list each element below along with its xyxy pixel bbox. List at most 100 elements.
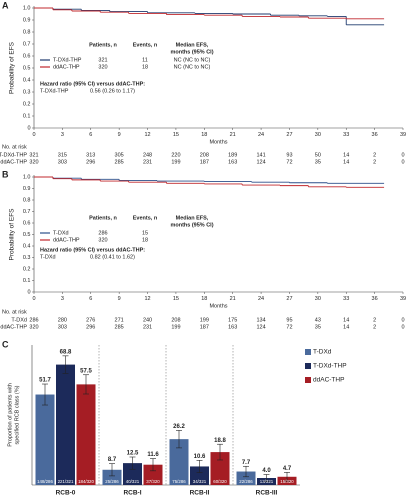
at-risk-count: 14	[343, 152, 349, 158]
y-tick-label: 0.6	[23, 220, 31, 226]
bar	[143, 464, 163, 485]
bar	[169, 439, 189, 485]
y-axis-title: specified RCB class (%)	[14, 385, 20, 444]
bar	[190, 466, 209, 485]
count-label: 184/320	[78, 479, 94, 484]
at-risk-count: 208	[200, 152, 209, 158]
x-tick-label: 30	[315, 296, 321, 302]
y-tick-label: 0.9	[23, 186, 31, 192]
count-label: 13/321	[260, 479, 274, 484]
at-risk-count: 231	[143, 159, 152, 165]
legend-swatch	[305, 377, 311, 383]
at-risk-count: 187	[200, 324, 209, 330]
at-risk-count: 248	[143, 152, 152, 158]
x-tick-label: 24	[258, 132, 264, 138]
bar	[102, 469, 122, 485]
x-tick-label: 33	[343, 296, 349, 302]
bar	[236, 471, 256, 485]
hr-arm: T-DXd	[40, 254, 56, 260]
table-cell: 18	[142, 64, 148, 70]
at-risk-count: 0	[401, 324, 404, 330]
at-risk-count: 303	[58, 324, 67, 330]
y-tick-label: 0	[27, 125, 30, 131]
at-risk-count: 320	[29, 324, 38, 330]
panel-label: C	[2, 339, 9, 349]
x-tick-label: 6	[89, 132, 92, 138]
x-tick-label: 3	[61, 132, 64, 138]
y-tick-label: 0.2	[23, 266, 31, 272]
at-risk-count: 305	[115, 152, 124, 158]
y-tick-label: 0.2	[23, 101, 31, 107]
x-tick-label: 27	[286, 132, 292, 138]
at-risk-count: 0	[401, 159, 404, 165]
at-risk-count: 95	[286, 317, 292, 323]
value-label: 4.7	[283, 466, 292, 472]
at-risk-count: 43	[315, 317, 321, 323]
value-label: 4.0	[262, 468, 271, 474]
at-risk-count: 231	[143, 324, 152, 330]
at-risk-count: 240	[143, 317, 152, 323]
x-tick-label: RCB-II	[190, 490, 210, 497]
panel-label: B	[2, 169, 9, 179]
hr-title: Hazard ratio (95% CI) versus ddAC-THP:	[40, 81, 145, 87]
value-label: 10.6	[194, 454, 206, 460]
y-tick-label: 0.1	[23, 113, 31, 119]
x-tick-label: 21	[230, 296, 236, 302]
x-tick-label: RCB-I	[123, 490, 141, 497]
count-label: 60/320	[213, 479, 227, 484]
legend-label: T-DXd-THP	[313, 363, 347, 370]
x-tick-label: 3	[61, 296, 64, 302]
x-axis-title: Months	[209, 303, 227, 309]
legend-swatch	[305, 349, 311, 355]
at-risk-count: 199	[171, 324, 180, 330]
at-risk-count: 35	[315, 324, 321, 330]
x-tick-label: 39	[400, 132, 406, 138]
y-tick-label: 0.8	[23, 29, 31, 35]
x-tick-label: 24	[258, 296, 264, 302]
table-header: Patients, n	[89, 215, 117, 221]
count-label: 75/286	[172, 479, 186, 484]
value-label: 18.8	[214, 438, 226, 444]
at-risk-arm: T-DXd-THP	[0, 152, 27, 158]
table-header: Events, n	[133, 42, 158, 48]
at-risk-count: 285	[115, 159, 124, 165]
at-risk-count: 124	[256, 159, 265, 165]
x-tick-label: 36	[372, 296, 378, 302]
x-tick-label: 39	[400, 296, 406, 302]
x-tick-label: 9	[118, 132, 121, 138]
value-label: 12.5	[127, 451, 139, 457]
y-tick-label: 0.4	[23, 77, 31, 83]
x-tick-label: 36	[372, 132, 378, 138]
at-risk-arm: T-DXd	[11, 317, 27, 323]
table-cell: 320	[98, 64, 107, 70]
count-label: 15/320	[280, 479, 294, 484]
table-cell: 15	[142, 230, 148, 236]
at-risk-count: 286	[29, 317, 38, 323]
y-tick-label: 0	[27, 289, 30, 295]
value-label: 7.7	[242, 460, 251, 466]
count-label: 37/320	[146, 479, 160, 484]
y-tick-label: 1.0	[23, 174, 31, 180]
table-header: Events, n	[133, 215, 158, 221]
x-tick-label: 18	[201, 296, 207, 302]
legend-label: T-DXd-THP	[53, 57, 82, 63]
y-tick-label: 0.5	[23, 65, 31, 71]
table-cell: 11	[142, 57, 148, 63]
legend-label: ddAC-THP	[53, 64, 80, 70]
bar	[76, 384, 96, 485]
at-risk-count: 134	[256, 317, 265, 323]
table-cell: 286	[98, 230, 107, 236]
at-risk-count: 72	[286, 324, 292, 330]
at-risk-count: 285	[115, 324, 124, 330]
table-cell: 321	[98, 57, 107, 63]
at-risk-count: 321	[29, 152, 38, 158]
y-tick-label: 0.9	[23, 17, 31, 23]
legend-label: T-DXd	[53, 230, 69, 236]
at-risk-count: 124	[256, 324, 265, 330]
table-header: months (95% CI)	[170, 49, 213, 55]
y-axis-title: Probability of EFS	[9, 41, 16, 94]
at-risk-count: 189	[228, 152, 237, 158]
at-risk-count: 0	[401, 152, 404, 158]
count-label: 22/286	[239, 479, 253, 484]
